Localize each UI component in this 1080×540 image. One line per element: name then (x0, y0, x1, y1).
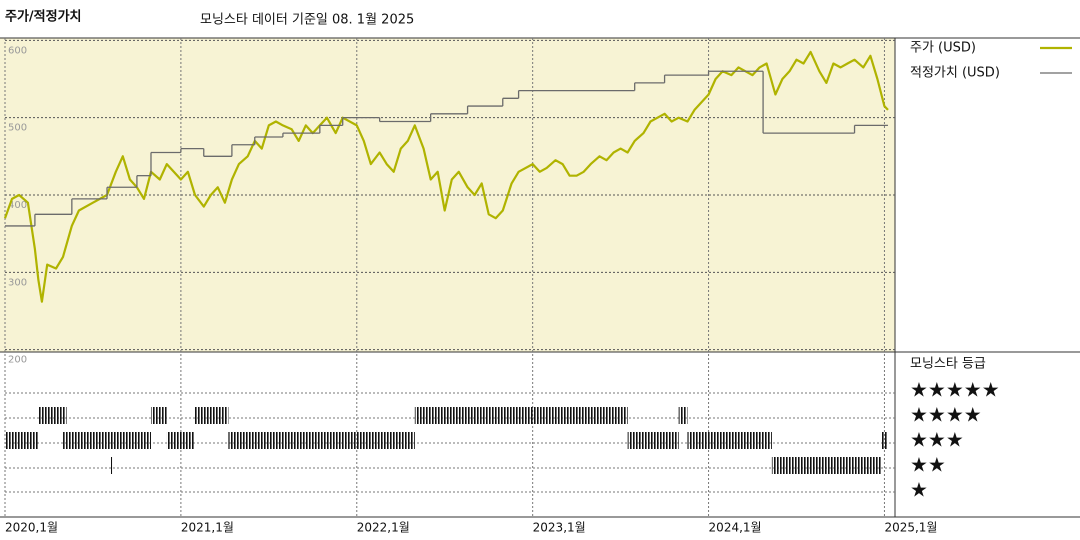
x-tick-label: 2022,1월 (357, 521, 410, 535)
x-tick-label: 2024,1월 (709, 521, 762, 535)
rating-label: ★★★ (910, 428, 964, 452)
y-tick-label: 600 (8, 45, 27, 56)
rating-band (678, 407, 688, 424)
rating-band (228, 432, 415, 449)
legend-label: 적정가치 (USD) (910, 66, 1000, 81)
x-tick-label: 2023,1월 (533, 521, 586, 535)
price-line (3, 50, 889, 303)
rating-band (194, 407, 229, 424)
x-tick-label: 2021,1월 (181, 521, 234, 535)
rating-band (5, 432, 39, 449)
chart-title: 주가/적정가치 (5, 9, 82, 25)
rating-band (627, 432, 679, 449)
rating-label: ★★★★ (910, 403, 982, 427)
subtitle: 모닝스타 데이터 기준일 08. 1월 2025 (200, 13, 414, 28)
x-tick-label: 2025,1월 (884, 521, 937, 535)
rating-band (880, 432, 888, 449)
rating-band (414, 407, 628, 424)
x-tick-label: 2020,1월 (5, 521, 58, 535)
rating-band (166, 432, 195, 449)
rating-label: ★★ (910, 453, 946, 477)
rating-title: 모닝스타 등급 (910, 357, 986, 372)
y-tick-label: 400 (8, 200, 27, 211)
y-tick-label: 300 (8, 277, 27, 288)
y-tick-label: 500 (8, 123, 27, 134)
legend-label: 주가 (USD) (910, 41, 976, 56)
rating-band (63, 432, 151, 449)
rating-band (687, 432, 772, 449)
rating-band (771, 457, 881, 474)
rating-label: ★★★★★ (910, 378, 1000, 402)
rating-band (150, 407, 167, 424)
rating-band (110, 457, 113, 474)
y-tick-label: 200 (8, 355, 27, 366)
rating-label: ★ (910, 478, 928, 502)
rating-band (38, 407, 67, 424)
